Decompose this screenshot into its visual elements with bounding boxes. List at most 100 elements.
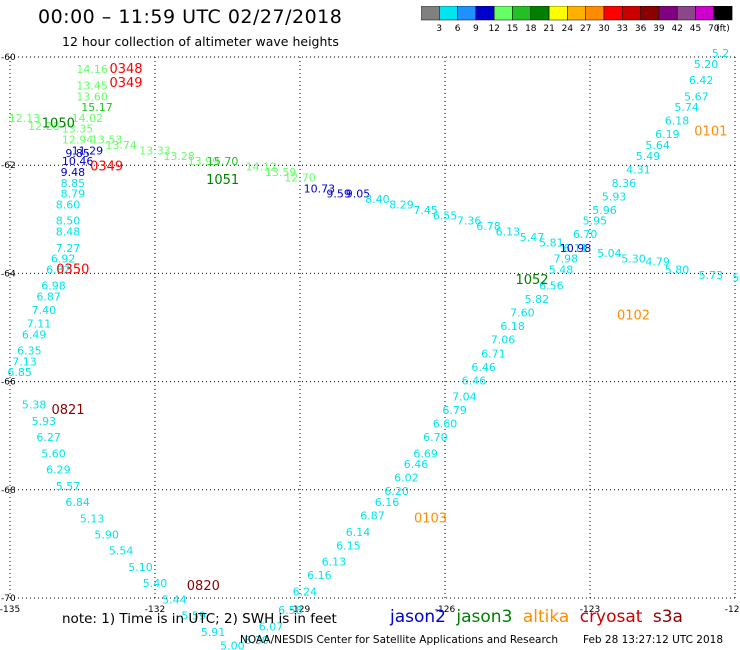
swh-value-label: 12.70: [284, 171, 316, 184]
swh-value-label: 5.48: [549, 263, 574, 276]
swh-value-label: 13.74: [105, 139, 137, 152]
swh-value-label: 5.93: [32, 415, 57, 428]
swh-value-label: 6.16: [375, 496, 400, 509]
swh-value-label: 5.30: [621, 253, 646, 266]
pass-time-label: 1050: [42, 116, 75, 131]
generation-timestamp: Feb 28 13:27:12 UTC 2018: [583, 634, 723, 646]
pass-time-label: 0350: [56, 262, 89, 277]
swh-value-label: 6.92: [51, 253, 76, 266]
y-tick-label: -60: [1, 53, 16, 63]
color-scale-label: 15: [507, 24, 518, 34]
y-tick-label: -64: [1, 269, 16, 279]
swh-value-label: 13.99: [188, 155, 220, 168]
swh-value-label: 8.48: [56, 226, 81, 239]
x-tick-label: -129: [290, 605, 311, 615]
y-tick-label: -62: [1, 161, 16, 171]
pass-time-label: 1052: [515, 273, 548, 288]
y-tick-label: -70: [1, 594, 16, 604]
swh-value-label: 5.90: [94, 528, 119, 541]
swh-value-label: 5.91: [201, 626, 226, 639]
swh-value-label: 5.59: [181, 610, 206, 623]
color-scale-label: 39: [653, 24, 665, 34]
swh-value-label: 6.18: [665, 115, 690, 128]
color-scale-bar: 3 6 9 12 15 18 21 24 27 30 33 36 39 42 45 70(ft): [421, 6, 733, 34]
swh-value-label: 6.58: [278, 604, 303, 617]
swh-value-label: 6.13: [322, 556, 347, 569]
swh-value-label: 6.71: [481, 347, 506, 360]
pass-time-label: 0102: [617, 308, 650, 323]
x-tick-label: -126: [435, 605, 456, 615]
color-scale-label: 24: [562, 24, 574, 34]
swh-value-label: 8.79: [61, 188, 86, 201]
swh-value-label: 6.42: [689, 74, 714, 87]
swh-value-label: 5.93: [602, 190, 627, 203]
swh-value-label: 6.15: [336, 539, 361, 552]
swh-value-label: 5.44: [162, 593, 187, 606]
x-tick-label: -132: [145, 605, 165, 615]
swh-value-label: 4.79: [645, 255, 670, 268]
color-scale-label: 3: [436, 24, 442, 34]
swh-value-label: 6.46: [462, 374, 487, 387]
swh-value-label: 13.28: [163, 150, 195, 163]
color-swatch: [713, 6, 733, 21]
swh-value-label: 11.29: [72, 144, 104, 157]
swh-value-label: 6.79: [442, 404, 467, 417]
swh-value-label: 6.19: [655, 128, 680, 141]
swh-value-label: 6.18: [500, 320, 525, 333]
swh-value-label: 10.73: [304, 182, 336, 195]
swh-value-label: 5.96: [592, 204, 617, 217]
swh-value-label: 6.56: [539, 280, 564, 293]
swh-value-label: 7.45: [413, 204, 438, 217]
swh-value-label: 6.16: [307, 569, 332, 582]
swh-value-label: 7.40: [32, 304, 57, 317]
swh-value-label: 6.13: [496, 226, 521, 239]
swh-value-label: 15.17: [81, 101, 113, 114]
swh-value-label: 6.78: [476, 220, 501, 233]
swh-value-label: 7.11: [27, 318, 52, 331]
pass-time-label: 1051: [206, 173, 239, 188]
swh-value-label: 6.24: [293, 585, 318, 598]
legend-cryosat: cryosat: [579, 607, 643, 627]
units-note: note: 1) Time is in UTC; 2) SWH is in fe…: [62, 611, 337, 627]
x-tick-label: -120: [725, 605, 740, 615]
pass-time-label: 0349: [90, 160, 123, 175]
swh-value-label: 9.05: [346, 188, 371, 201]
swh-value-label: 5.67: [684, 90, 709, 103]
swh-value-label: 5.80: [665, 263, 690, 276]
swh-value-label: 10.98: [560, 242, 592, 255]
swh-value-label: 5.13: [80, 512, 105, 525]
swh-value-label: 6.14: [346, 526, 371, 539]
swh-value-label: 6.07: [259, 620, 284, 633]
color-scale-label: 12: [488, 24, 499, 34]
swh-value-label: 14.02: [72, 112, 104, 125]
swh-value-label: 6.46: [404, 458, 429, 471]
swh-value-label: 6.30: [244, 634, 269, 647]
credit-line: NOAA/NESDIS Center for Satellite Applica…: [240, 634, 558, 646]
chart-subtitle: 12 hour collection of altimeter wave hei…: [62, 34, 339, 49]
swh-value-label: 6.87: [36, 290, 61, 303]
swh-value-label: 5.04: [597, 247, 622, 260]
legend-s3a: s3a: [652, 607, 683, 627]
swh-value-label: 5.00: [220, 639, 245, 650]
swh-value-label: 5.38: [22, 399, 47, 412]
color-scale-label: 33: [617, 24, 628, 34]
swh-value-label: 13.35: [62, 123, 94, 136]
swh-value-label: 8.50: [56, 215, 81, 228]
swh-value-label: 7.13: [12, 355, 37, 368]
pass-time-label: 0348: [109, 62, 142, 77]
swh-value-label: 5.81: [539, 236, 564, 249]
swh-value-label: 6.35: [17, 345, 42, 358]
swh-value-label: 6.11: [563, 242, 588, 255]
color-scale-label: 27: [580, 24, 591, 34]
swh-value-label: 7.36: [457, 215, 482, 228]
pass-time-label: 0101: [694, 124, 727, 139]
swh-value-label: 9.48: [61, 166, 86, 179]
color-scale-label: 21: [543, 24, 554, 34]
color-scale-label: 18: [525, 24, 537, 34]
swh-value-label: 7.60: [510, 307, 535, 320]
swh-value-label: 8.60: [56, 198, 81, 211]
legend-jason3: jason3: [456, 607, 513, 627]
swh-value-label: 8.36: [612, 177, 637, 190]
swh-value-label: 5.82: [525, 293, 550, 306]
